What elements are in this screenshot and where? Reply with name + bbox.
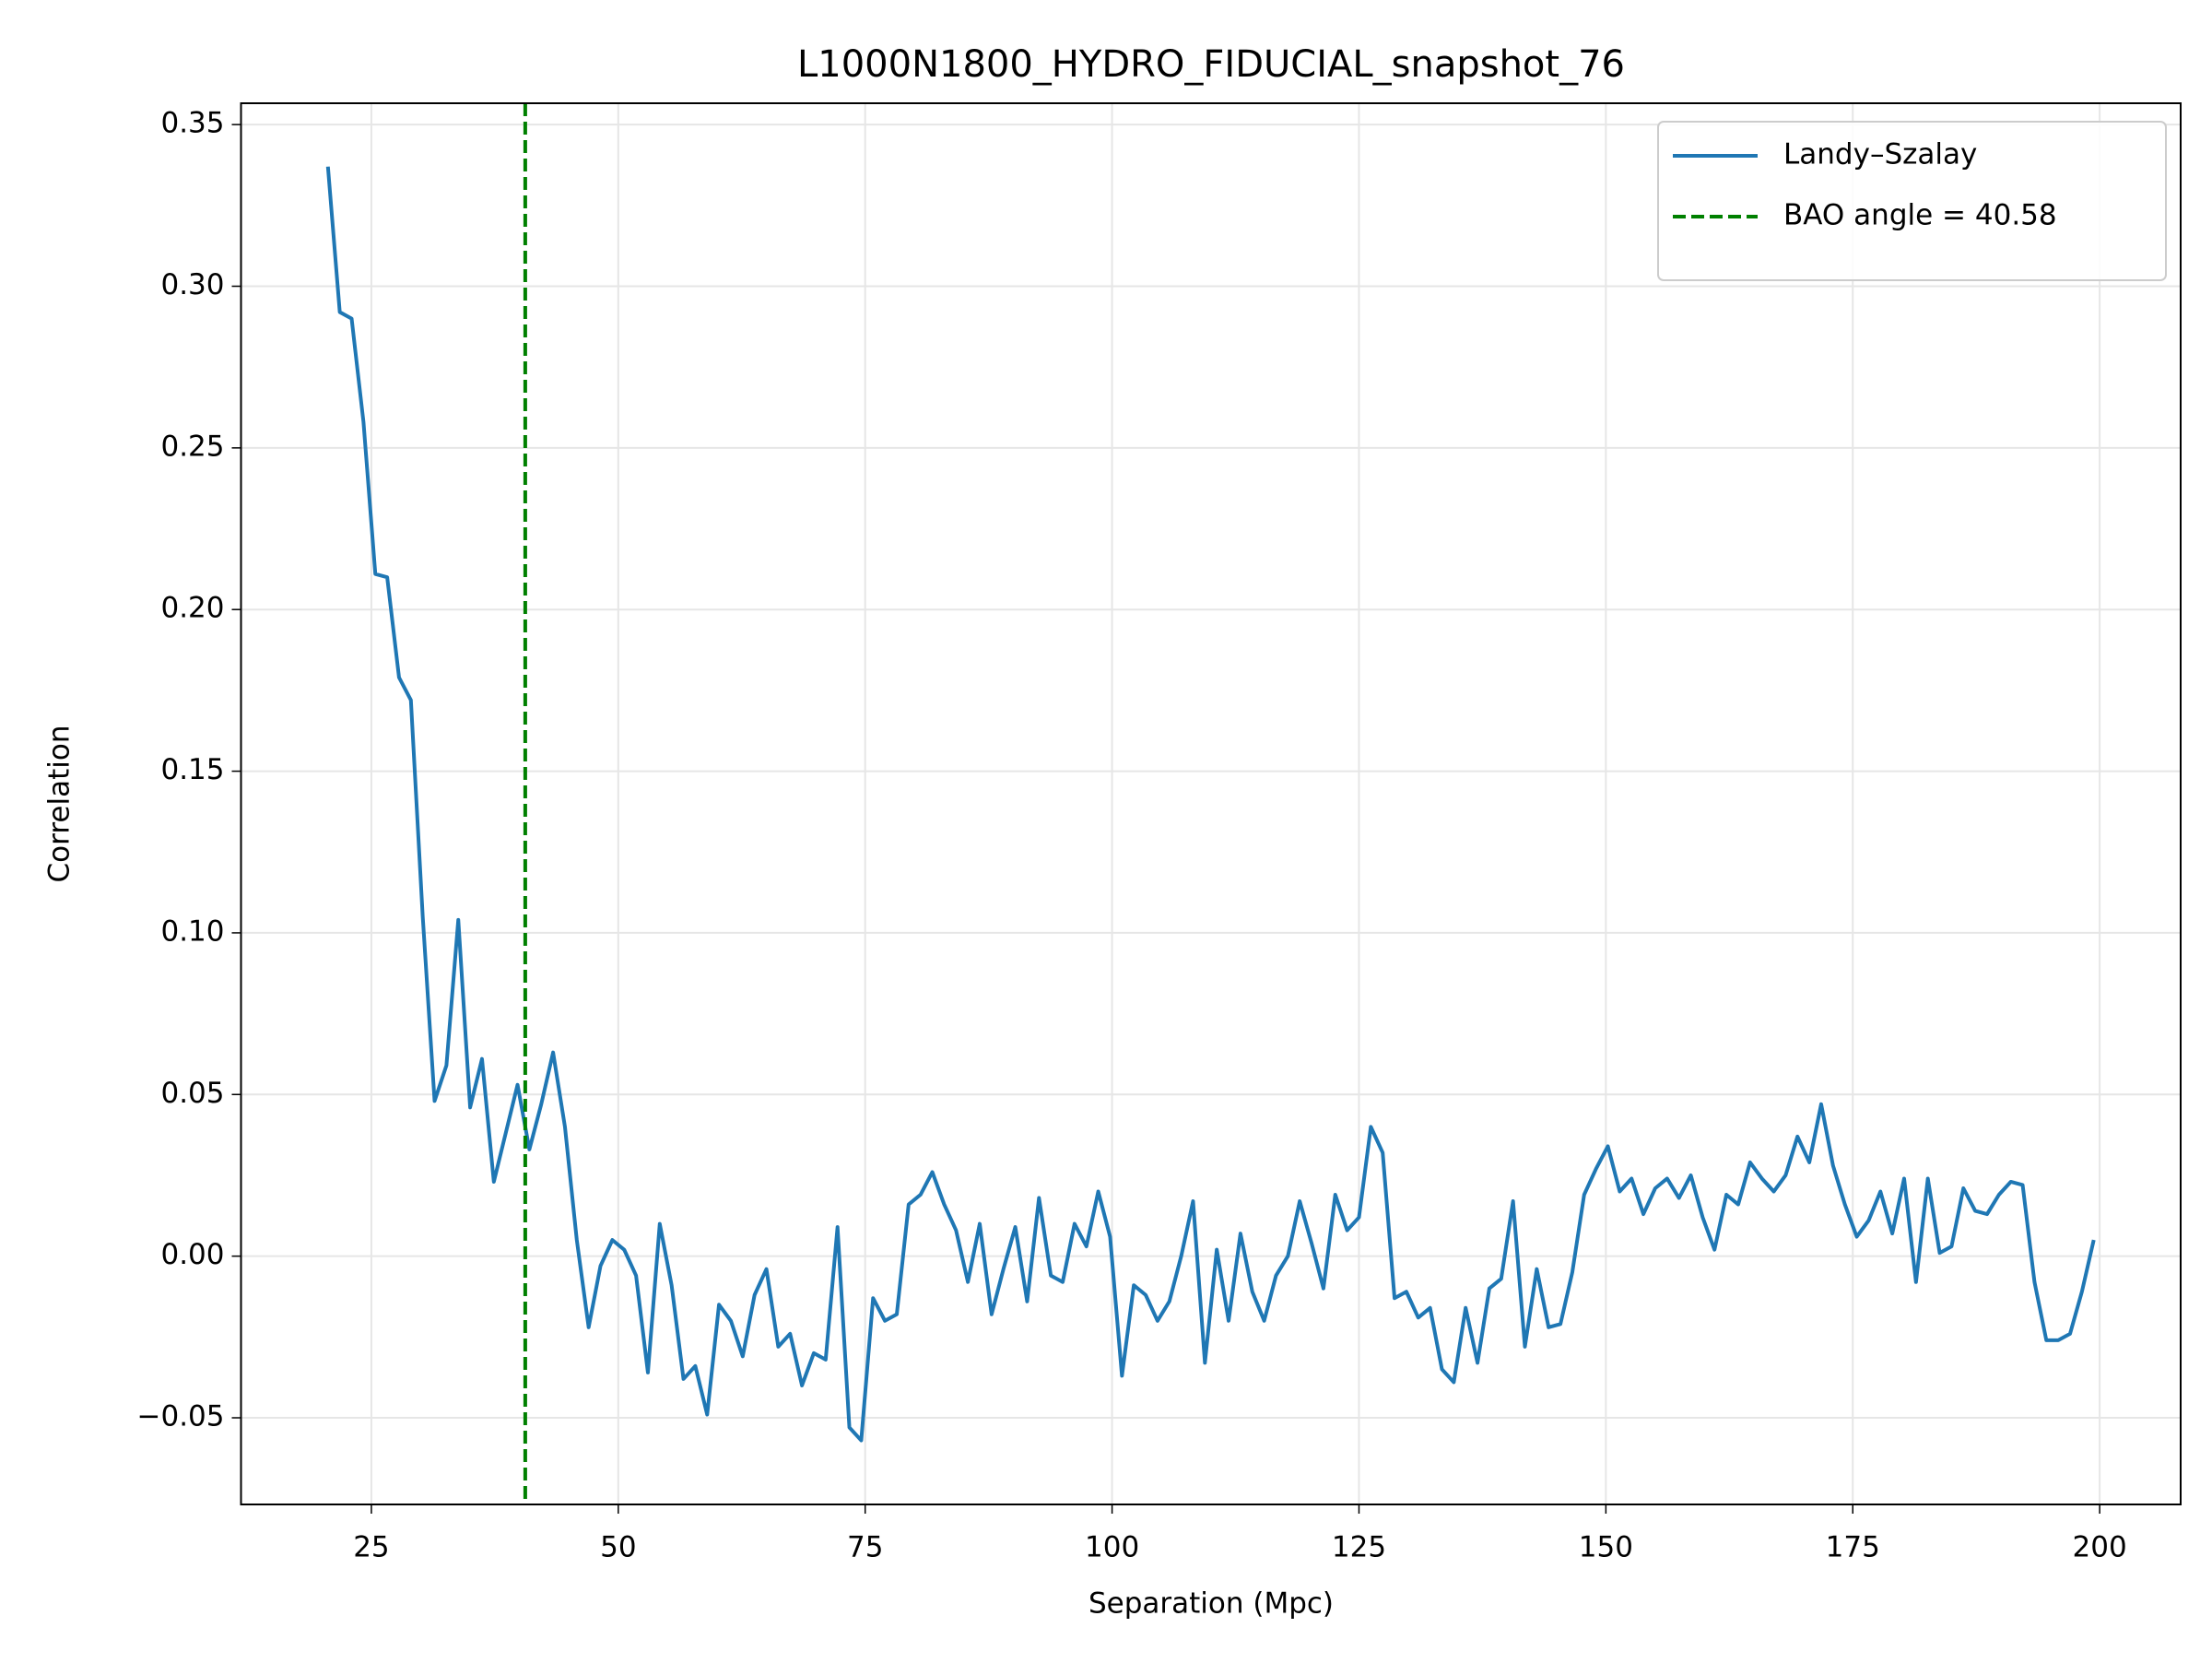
y-tick-label: −0.05 [137, 1400, 225, 1433]
x-tick-label: 175 [1826, 1531, 1880, 1564]
y-tick-label: 0.30 [160, 268, 224, 301]
y-tick-label: 0.25 [160, 430, 224, 463]
x-axis-label: Separation (Mpc) [1088, 1587, 1334, 1621]
x-tick-label: 50 [600, 1531, 636, 1564]
y-tick-label: 0.10 [160, 914, 224, 948]
y-tick-label: 0.15 [160, 753, 224, 786]
x-tick-label: 200 [2073, 1531, 2127, 1564]
legend-label: BAO angle = 40.58 [1783, 199, 2057, 232]
y-tick-label: 0.00 [160, 1238, 224, 1271]
legend-label: Landy–Szalay [1783, 138, 1977, 171]
x-tick-label: 25 [353, 1531, 389, 1564]
y-tick-label: 0.05 [160, 1077, 224, 1110]
y-axis-label: Correlation [43, 725, 76, 883]
y-tick-label: 0.35 [160, 107, 224, 140]
y-tick-label: 0.20 [160, 592, 224, 625]
data-line [325, 166, 2096, 1443]
x-tick-label: 150 [1579, 1531, 1633, 1564]
x-tick-label: 100 [1085, 1531, 1139, 1564]
x-tick-label: 75 [847, 1531, 883, 1564]
chart-title: L1000N1800_HYDRO_FIDUCIAL_snapshot_76 [797, 43, 1625, 86]
x-tick-label: 125 [1332, 1531, 1386, 1564]
plot-frame [240, 102, 2182, 1505]
legend-box [1657, 121, 2167, 281]
